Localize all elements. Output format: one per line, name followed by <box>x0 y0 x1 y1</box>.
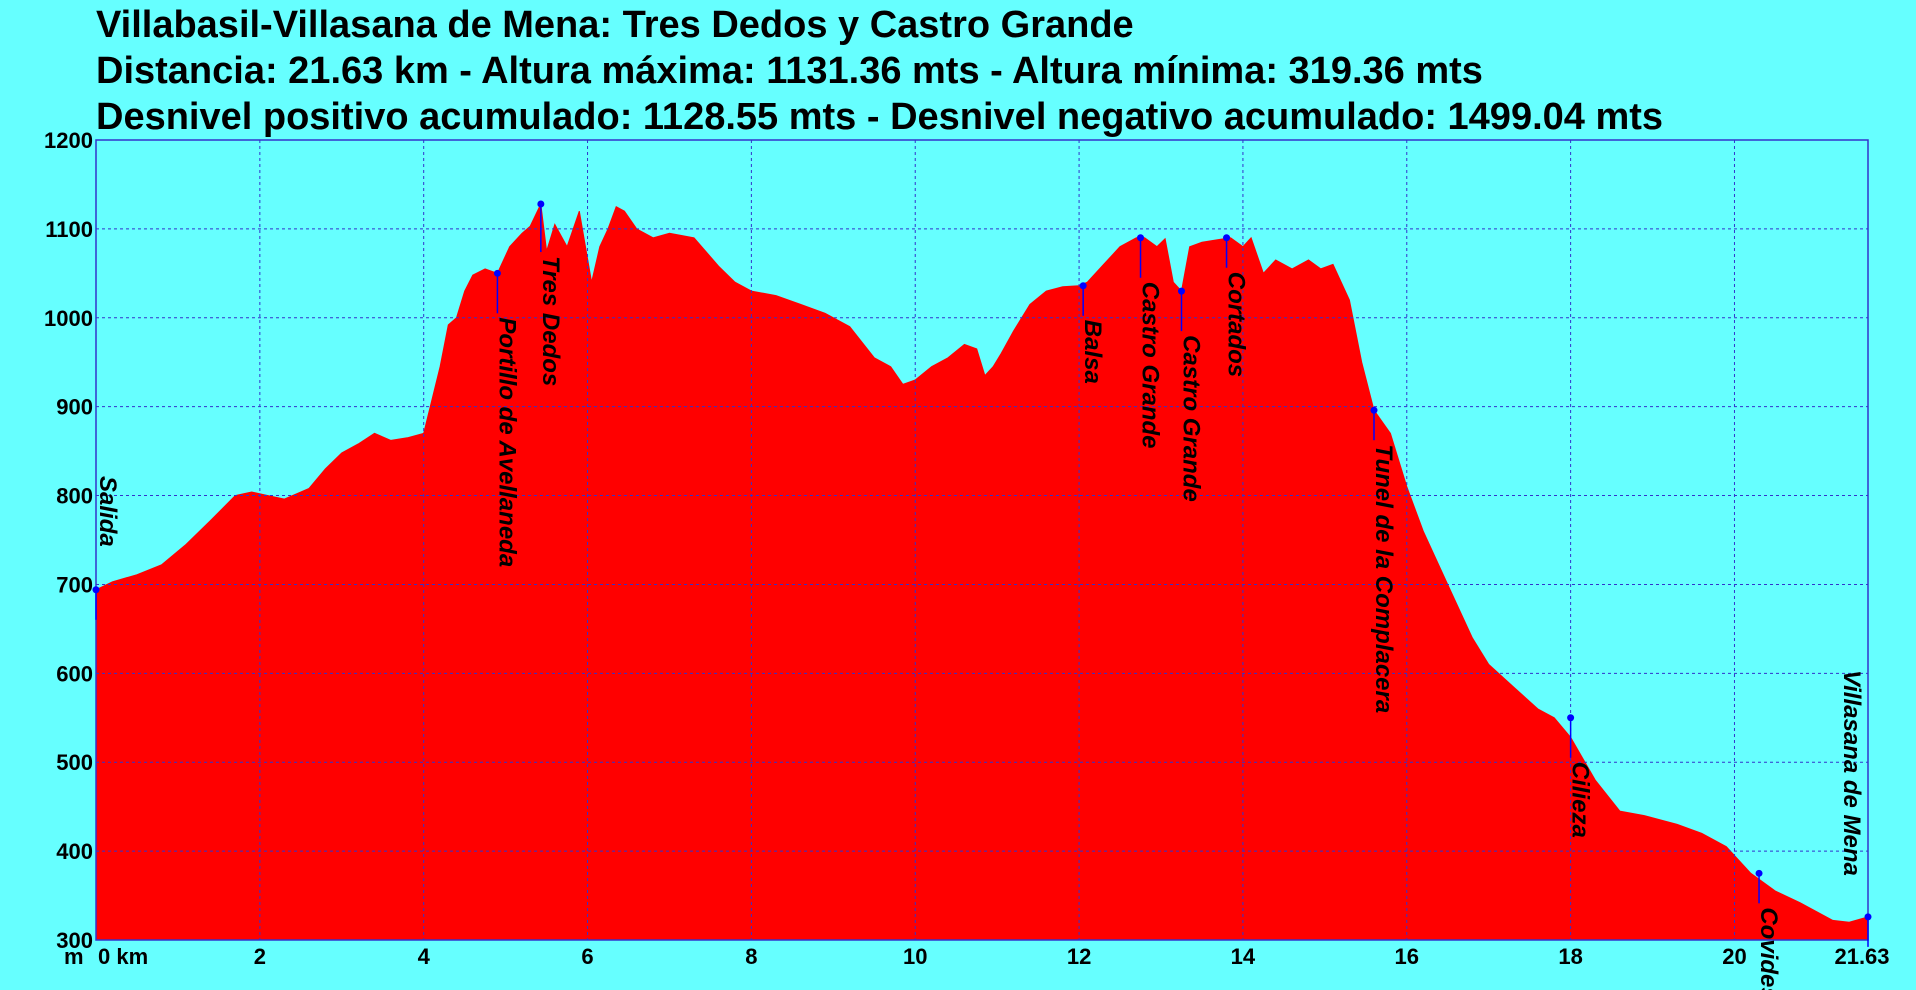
y-tick-label: 300 <box>56 928 93 953</box>
waypoint-label: Cortados <box>1223 272 1250 377</box>
chart-title-line-3: Desnivel positivo acumulado: 1128.55 mts… <box>96 96 1664 138</box>
waypoint-marker <box>92 586 100 594</box>
waypoint-label: Castro Grande <box>1137 282 1164 449</box>
y-tick-label: 900 <box>56 395 93 420</box>
x-tick-label: 0 km <box>98 944 148 969</box>
waypoint-label: Covides <box>1755 907 1782 990</box>
chart-title-line-1: Villabasil-Villasana de Mena: Tres Dedos… <box>96 4 1134 46</box>
waypoint-marker <box>1177 287 1185 295</box>
waypoint-marker <box>1370 406 1378 414</box>
waypoint-annotation: Salida <box>92 476 121 620</box>
y-tick-label: 400 <box>56 839 93 864</box>
x-tick-label: 14 <box>1231 944 1256 969</box>
waypoint-marker <box>1223 234 1231 242</box>
waypoint-marker <box>1864 913 1872 921</box>
x-tick-label: 10 <box>903 944 927 969</box>
waypoint-marker <box>537 200 545 208</box>
waypoint-label: Castro Grande <box>1177 335 1204 502</box>
y-tick-label: 1100 <box>45 217 93 242</box>
annotation-layer: Salida Portillo de Avellaneda Tres Dedos Ba… <box>92 200 1872 990</box>
tick-label-layer: 300 400 500 600 700 800 900 1000 1100 1200 0 km 2 4 6… <box>44 128 1889 969</box>
y-tick-label: 800 <box>56 484 93 509</box>
x-tick-label: 8 <box>745 944 757 969</box>
waypoint-marker <box>1079 282 1087 290</box>
x-tick-label: 21.63 <box>1834 944 1889 969</box>
grid-layer <box>96 140 1868 940</box>
waypoint-annotation: Villasana de Mena <box>1838 670 1872 947</box>
area-layer <box>95 202 1869 941</box>
waypoint-annotation: Portillo de Avellaneda <box>493 269 520 567</box>
waypoint-annotation: Covides <box>1755 869 1782 990</box>
y-unit-label: m <box>64 944 84 969</box>
waypoint-label: Villasana de Mena <box>1838 670 1865 876</box>
waypoint-annotation: Balsa <box>1079 282 1106 384</box>
waypoint-marker <box>1137 234 1145 242</box>
waypoint-marker <box>1567 714 1575 722</box>
elevation-area <box>95 202 1869 941</box>
waypoint-label: Balsa <box>1079 320 1106 384</box>
y-tick-label: 1000 <box>44 306 93 331</box>
y-tick-label: 500 <box>56 750 93 775</box>
x-tick-label: 2 <box>254 944 266 969</box>
waypoint-label: Cilieza <box>1567 762 1594 838</box>
waypoint-annotation: Tunel de la Complacera <box>1370 406 1397 713</box>
x-tick-label: 12 <box>1067 944 1091 969</box>
waypoint-annotation: Castro Grande <box>1177 287 1204 502</box>
waypoint-annotation: Castro Grande <box>1137 234 1164 448</box>
x-tick-label: 16 <box>1395 944 1419 969</box>
x-tick-label: 4 <box>418 944 431 969</box>
y-tick-label: 1200 <box>44 128 93 153</box>
waypoint-label: Tres Dedos <box>537 256 564 386</box>
waypoint-annotation: Cortados <box>1223 234 1250 377</box>
x-tick-label: 20 <box>1722 944 1746 969</box>
waypoint-annotation: Cilieza <box>1567 714 1594 838</box>
y-tick-label: 600 <box>56 661 93 686</box>
waypoint-label: Salida <box>94 476 121 547</box>
x-tick-label: 18 <box>1558 944 1582 969</box>
waypoint-annotation: Tres Dedos <box>537 200 564 386</box>
plot-frame <box>95 139 1869 941</box>
x-tick-label: 6 <box>581 944 593 969</box>
chart-title-line-2: Distancia: 21.63 km - Altura máxima: 113… <box>96 50 1483 92</box>
y-tick-label: 700 <box>56 572 93 597</box>
waypoint-label: Portillo de Avellaneda <box>493 317 520 567</box>
waypoint-label: Tunel de la Complacera <box>1370 444 1397 713</box>
frame-layer <box>95 139 1869 941</box>
waypoint-marker <box>1755 869 1763 877</box>
waypoint-marker <box>493 269 501 277</box>
